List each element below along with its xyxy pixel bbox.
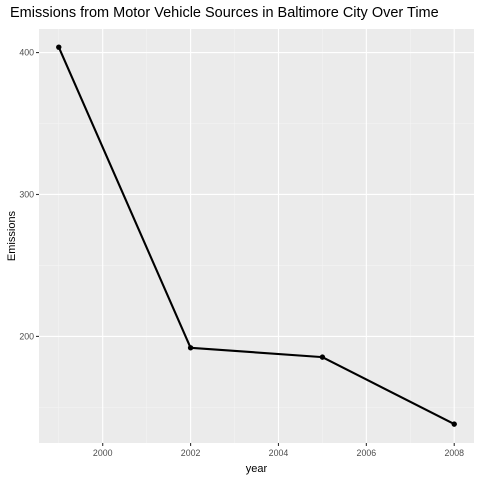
y-tick-label: 300	[19, 189, 34, 199]
y-axis-title: Emissions	[6, 210, 18, 261]
major-gridlines	[39, 29, 474, 443]
x-tick-label: 2006	[357, 448, 377, 458]
x-axis-tick-labels: 2000 2002 2004 2006 2008	[93, 448, 464, 458]
data-point	[451, 421, 457, 427]
minor-gridlines	[39, 29, 474, 443]
data-point	[187, 345, 194, 351]
x-axis-title: year	[246, 463, 268, 475]
series-layer	[56, 44, 457, 427]
x-tick-label: 2000	[93, 448, 113, 458]
axis-ticks	[36, 52, 455, 446]
y-tick-label: 400	[19, 48, 34, 58]
y-tick-label: 200	[19, 331, 34, 341]
x-tick-label: 2004	[269, 448, 289, 458]
chart-title: Emissions from Motor Vehicle Sources in …	[10, 5, 439, 21]
x-tick-label: 2002	[181, 448, 201, 458]
plot-panel	[39, 29, 474, 443]
series-line	[57, 46, 455, 426]
data-point	[56, 44, 62, 50]
data-point	[319, 354, 326, 360]
y-axis-tick-labels: 200 300 400	[19, 48, 34, 342]
x-tick-label: 2008	[444, 448, 464, 458]
